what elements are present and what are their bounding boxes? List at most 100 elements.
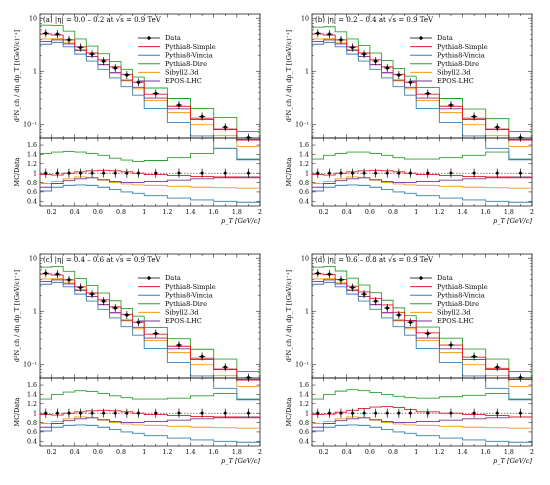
ratio-line-pythia8-simple: [40, 169, 260, 179]
data-point: [101, 58, 106, 64]
y-tick-label: 10: [29, 255, 37, 262]
ratio-axis-label: MC/Data: [285, 397, 293, 426]
data-point: [495, 124, 500, 130]
ratio-data-point: [136, 171, 141, 176]
ratio-data-point: [396, 171, 401, 176]
ratio-frame: [39, 137, 261, 207]
x-tick-label: 0.2: [47, 449, 57, 456]
ratio-line-epos-lhc: [312, 416, 532, 428]
data-point: [385, 305, 390, 311]
data-point: [89, 51, 95, 57]
ratio-data-point: [78, 171, 83, 176]
data-point: [338, 277, 344, 283]
x-tick-label: 1: [414, 449, 418, 456]
mc-line-pythia8-simple: [40, 273, 260, 381]
mc-line-pythia8-simple: [40, 33, 260, 141]
ratio-y-tick-label: 0.4: [299, 199, 309, 206]
ratio-data-point: [327, 171, 332, 176]
legend-label-sibyll2-3d: Sibyll2.3d: [165, 69, 199, 77]
panel-a: 0.2 0.4 0.6 0.8 1 1.2 1.4 1.6 1.8 2p_T [GeV/c] 10 1…: [13, 13, 262, 225]
spectrum-frame: [311, 13, 533, 139]
data-point: [55, 271, 60, 277]
y-tick-label: 1: [305, 308, 309, 315]
mc-line-pythia8-vincia: [312, 41, 532, 161]
ratio-y-tick-label: 1.2: [27, 401, 37, 408]
ratio-y-tick-label: 1.2: [27, 161, 37, 168]
x-tick-label: 0.4: [342, 209, 352, 216]
data-point: [55, 31, 60, 37]
ratio-data-point: [223, 411, 228, 416]
x-tick-label: 0.6: [93, 449, 103, 456]
ratio-y-tick-label: 1: [33, 170, 37, 177]
ratio-y-tick-label: 1: [305, 170, 309, 177]
data-point: [78, 45, 83, 50]
x-tick-label: 0.6: [365, 449, 375, 456]
ratio-line-pythia8-dire: [312, 389, 532, 400]
data-point: [176, 342, 182, 348]
ratio-y-tick-label: 0.6: [299, 429, 309, 436]
legend-marker-data: [146, 35, 152, 41]
y-tick-label: 10: [29, 15, 37, 22]
data-point: [448, 342, 454, 348]
legend-label-epos-lhc: EPOS-LHC: [437, 317, 474, 325]
legend-marker-data: [418, 35, 424, 41]
ratio-data-point: [43, 171, 48, 176]
legend-label-pythia8-dire: Pythia8-Dire: [165, 300, 207, 308]
mc-line-pythia8-dire: [312, 265, 532, 372]
data-point: [361, 291, 367, 297]
y-tick-label: 10: [301, 15, 309, 22]
ratio-line-pythia8-dire: [40, 147, 260, 162]
ratio-line-pythia8-simple: [312, 169, 532, 179]
ratio-axis-label: MC/Data: [13, 397, 21, 426]
ratio-line-sibyll2-3d: [312, 176, 532, 189]
ratio-y-tick-label: 1: [305, 410, 309, 417]
ratio-line-pythia8-dire: [312, 151, 532, 160]
ratio-data-point: [78, 411, 83, 416]
x-tick-label: 1.2: [162, 209, 172, 216]
ratio-y-tick-label: 1.4: [27, 152, 37, 159]
legend-marker-data: [146, 275, 152, 281]
data-point: [327, 271, 332, 277]
data-point: [361, 51, 367, 57]
ratio-data-point: [66, 411, 71, 416]
data-point: [113, 305, 118, 311]
ratio-axis-label: MC/Data: [13, 157, 21, 186]
data-point: [327, 31, 332, 37]
x-tick-label: 1.6: [481, 449, 491, 456]
y-tick-label: 10⁻¹: [295, 361, 309, 368]
legend-label-pythia8-simple: Pythia8-Simple: [437, 283, 488, 291]
data-point: [373, 58, 378, 64]
data-point: [153, 331, 158, 336]
data-point: [66, 37, 72, 43]
x-tick-label: 0.8: [116, 449, 126, 456]
ratio-y-tick-label: 0.4: [299, 439, 309, 446]
ratio-data-point: [43, 411, 48, 416]
x-tick-label: 1.2: [434, 209, 444, 216]
ratio-data-point: [55, 411, 60, 416]
data-point: [350, 45, 355, 50]
x-tick-label: 0.2: [319, 449, 329, 456]
ratio-data-point: [338, 171, 343, 176]
ratio-data-point: [315, 411, 320, 416]
ratio-line-sibyll2-3d: [312, 416, 532, 429]
ratio-line-pythia8-dire: [40, 390, 260, 400]
mc-line-pythia8-dire: [40, 265, 260, 372]
mc-line-pythia8-vincia: [40, 41, 260, 161]
y-tick-label: 1: [33, 308, 37, 315]
ratio-data-point: [124, 411, 129, 416]
data-point: [396, 312, 402, 318]
ratio-data-point: [425, 411, 430, 416]
data-point: [66, 277, 72, 283]
legend-label-pythia8-dire: Pythia8-Dire: [437, 60, 479, 68]
ratio-frame: [311, 377, 533, 447]
ratio-data-point: [495, 411, 500, 416]
panel-caption: (b) |η| = 0.2 – 0.4 at √s = 0.9 TeV: [315, 16, 434, 24]
x-axis-label: p_T [GeV/c]: [493, 457, 532, 465]
x-tick-label: 1.8: [504, 449, 514, 456]
data-point: [315, 31, 320, 36]
x-tick-label: 1.6: [209, 209, 219, 216]
mc-line-pythia8-dire: [40, 24, 260, 132]
ratio-data-point: [350, 171, 355, 176]
x-tick-label: 1.4: [458, 449, 468, 456]
x-tick-label: 0.8: [116, 209, 126, 216]
